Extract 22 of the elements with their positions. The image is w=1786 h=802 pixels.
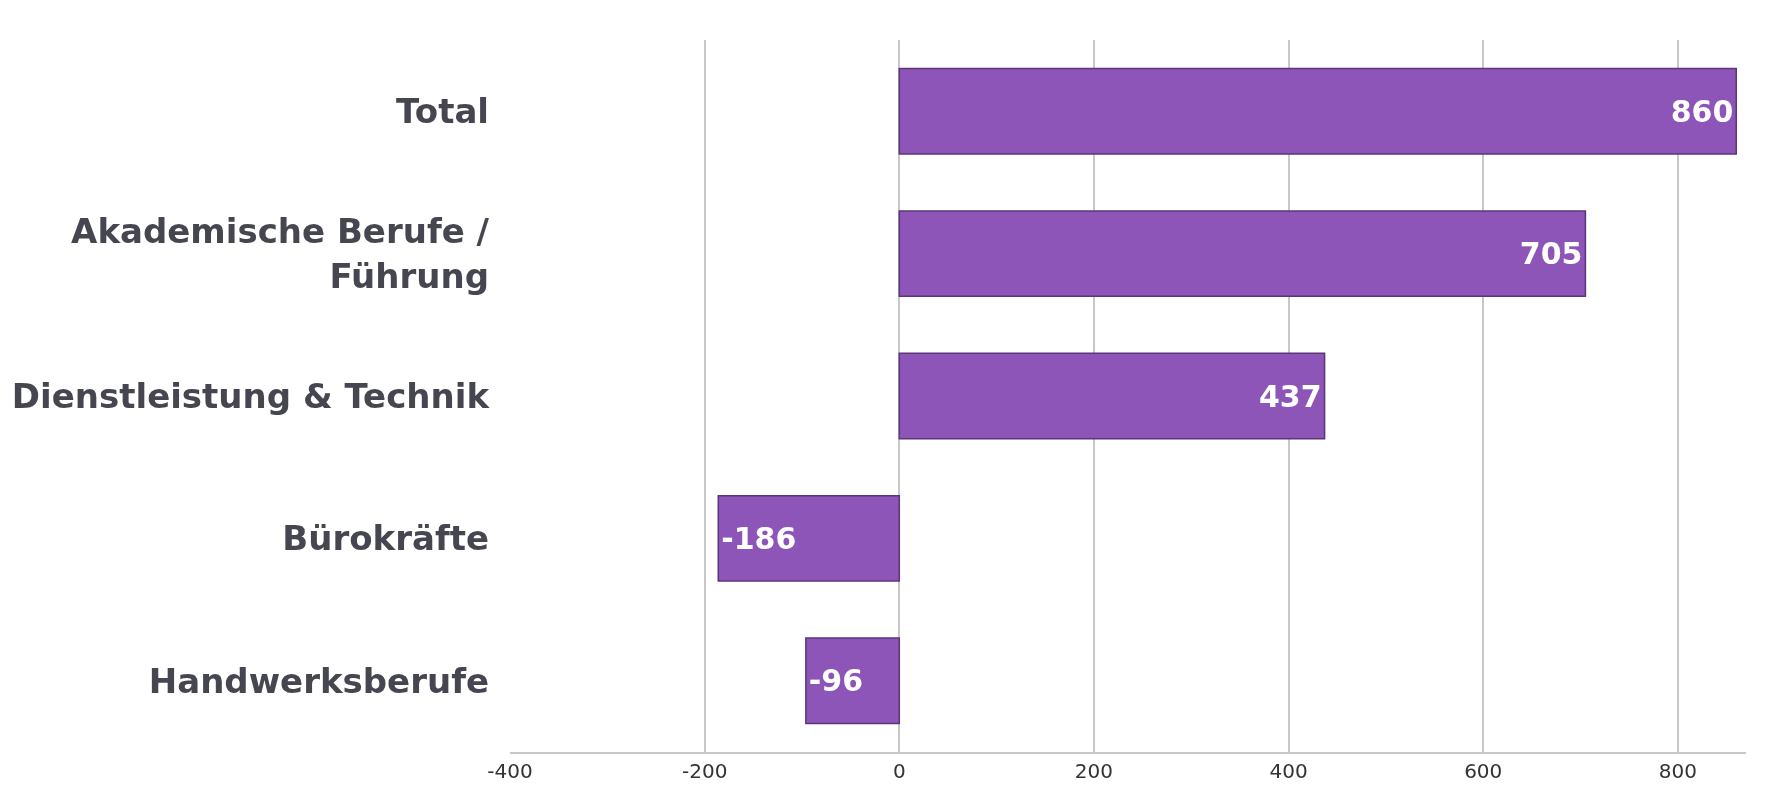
x-tick-label: -200 xyxy=(681,758,728,783)
y-tick-label: Total xyxy=(396,91,489,132)
bar xyxy=(717,494,901,582)
bar xyxy=(898,210,1587,298)
bar xyxy=(898,352,1326,440)
x-tick-label: 600 xyxy=(1464,758,1503,783)
x-tick-label: 800 xyxy=(1658,758,1697,783)
y-tick-label: Handwerksberufe xyxy=(148,660,489,701)
x-tick-label: 200 xyxy=(1074,758,1114,783)
x-tick-label: 0 xyxy=(892,758,906,783)
y-tick-label: Akademische Berufe / Führung xyxy=(71,211,490,296)
data-label: -96 xyxy=(808,663,864,699)
bar xyxy=(805,637,901,725)
y-tick-label: Bürokräfte xyxy=(282,518,489,559)
data-label: 437 xyxy=(1258,378,1322,414)
x-tick-label: -400 xyxy=(487,758,533,783)
data-label: 705 xyxy=(1519,236,1583,272)
x-tick-label: 400 xyxy=(1269,758,1308,783)
y-tick-label: Dienstleistung & Technik xyxy=(11,375,491,416)
data-label: 860 xyxy=(1670,93,1734,129)
data-label: -186 xyxy=(721,520,797,556)
bar xyxy=(898,67,1738,155)
